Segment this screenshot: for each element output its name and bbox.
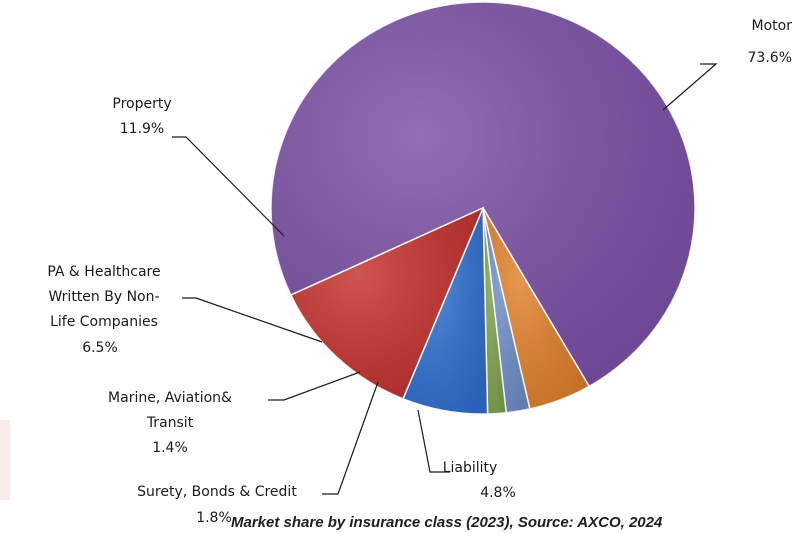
decorative-edge	[0, 420, 10, 500]
slice-value-label: 73.6%	[748, 50, 792, 66]
pie-slice-shading	[483, 208, 507, 414]
pie-slice-shading	[483, 208, 530, 413]
slice-labels: Motor 73.6% Liability 4.8% Surety, Bonds & C…	[47, 18, 792, 526]
slice-category-label: Liability	[443, 460, 498, 476]
slice-value-label: 6.5%	[82, 340, 118, 356]
slice-category-label: Property	[112, 96, 171, 112]
leader-lines	[172, 63, 718, 495]
slice-category-label: Written By Non-	[48, 289, 159, 305]
chart-caption: Market share by insurance class (2023), …	[231, 514, 663, 531]
leader-line	[322, 381, 379, 495]
leader-line	[172, 136, 285, 237]
slice-value-label: 4.8%	[480, 485, 516, 501]
pie-slices	[270, 1, 696, 415]
leader-line	[182, 297, 323, 343]
slice-category-label: PA & Healthcare	[47, 264, 160, 280]
slice-category-label: Transit	[146, 415, 194, 431]
leader-line	[268, 371, 361, 401]
slice-category-label: Marine, Aviation&	[108, 390, 232, 406]
pie-slice-shading	[290, 208, 483, 399]
pie-slice-shading	[483, 208, 590, 409]
slice-value-label: 11.9%	[120, 121, 164, 137]
leader-line	[417, 409, 450, 473]
slice-category-label: Motor	[752, 18, 793, 34]
slice-category-label: Life Companies	[50, 314, 158, 330]
slice-value-label: 1.4%	[152, 440, 188, 456]
pie-slice-shading	[271, 2, 696, 387]
slice-value-label: 1.8%	[196, 510, 232, 526]
slice-category-label: Surety, Bonds & Credit	[137, 484, 297, 500]
leader-line	[662, 63, 718, 111]
pie-slice-shading	[403, 208, 488, 414]
